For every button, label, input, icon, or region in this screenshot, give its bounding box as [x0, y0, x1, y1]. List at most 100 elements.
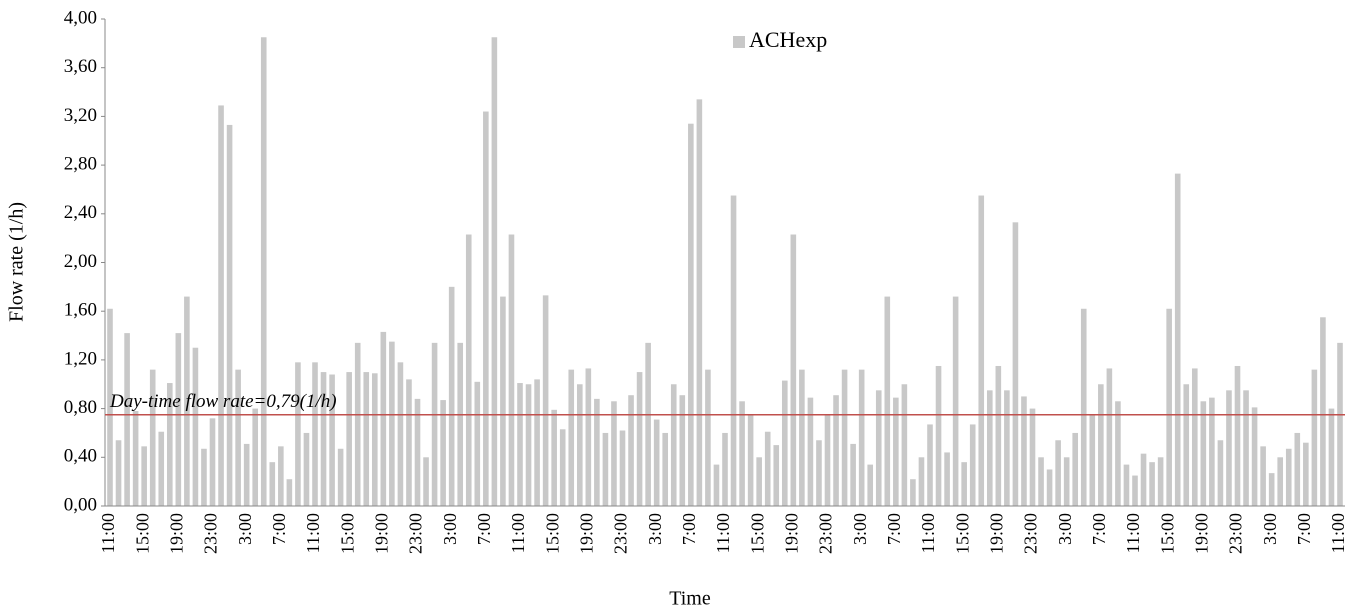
- bar: [500, 296, 506, 506]
- bar: [602, 432, 609, 506]
- legend-label: ACHexp: [749, 27, 827, 52]
- bar: [380, 331, 387, 506]
- bar: [790, 234, 797, 506]
- bar: [978, 195, 985, 506]
- bar: [1132, 475, 1138, 506]
- y-tick-label: 3,20: [64, 105, 97, 126]
- bar: [1098, 384, 1104, 506]
- bar: [901, 384, 908, 506]
- x-tick-label: 15:00: [337, 513, 357, 554]
- bar: [927, 424, 933, 506]
- bar: [858, 369, 865, 506]
- x-tick-label: 3:00: [440, 513, 460, 545]
- bar: [491, 37, 498, 506]
- x-tick-label: 3:00: [1055, 513, 1075, 545]
- bar: [807, 397, 814, 506]
- bar: [568, 369, 575, 506]
- legend-swatch: [733, 36, 745, 48]
- bar: [576, 384, 583, 506]
- bar: [688, 123, 694, 506]
- bar: [337, 448, 344, 506]
- x-tick-label: 7:00: [884, 513, 904, 545]
- bar: [303, 432, 310, 506]
- bar: [1320, 317, 1326, 506]
- bar: [1226, 390, 1232, 506]
- bar: [184, 296, 190, 506]
- bar: [534, 379, 540, 506]
- bar: [619, 430, 626, 506]
- bar: [1234, 365, 1241, 506]
- bar: [483, 111, 489, 506]
- x-tick-label: 19:00: [781, 513, 801, 554]
- x-tick-label: 19:00: [371, 513, 391, 554]
- bar: [1106, 368, 1113, 506]
- bar: [1012, 222, 1019, 506]
- x-tick-label: 11:00: [98, 513, 118, 553]
- bar: [1089, 414, 1096, 506]
- bar: [201, 448, 207, 506]
- bar: [713, 464, 720, 506]
- bar: [884, 296, 891, 506]
- bar: [1021, 396, 1027, 506]
- bar: [209, 418, 216, 506]
- y-tick-label: 1,20: [64, 348, 97, 369]
- reference-label: Day-time flow rate=0,79(1/h): [109, 391, 337, 412]
- bar: [696, 99, 703, 506]
- bar: [508, 234, 515, 506]
- bar: [875, 390, 882, 506]
- bar: [252, 408, 259, 506]
- bar: [1217, 440, 1224, 506]
- bar: [756, 457, 762, 506]
- bar: [457, 342, 464, 506]
- bar: [944, 452, 950, 506]
- x-tick-label: 23:00: [1021, 513, 1041, 554]
- bar: [1029, 408, 1036, 506]
- x-tick-label: 11:00: [303, 513, 323, 553]
- bar: [653, 419, 660, 506]
- bar: [551, 409, 557, 506]
- bar: [1080, 308, 1087, 506]
- x-tick-label: 15:00: [132, 513, 152, 554]
- bar: [1243, 390, 1249, 506]
- bar: [1191, 368, 1198, 506]
- x-axis-title: Time: [669, 588, 711, 610]
- y-tick-label: 0,00: [64, 494, 97, 515]
- x-tick-label: 23:00: [1226, 513, 1246, 554]
- bar: [1328, 408, 1335, 506]
- bar: [414, 398, 421, 506]
- bar: [363, 372, 370, 506]
- bar: [269, 462, 276, 506]
- bar: [218, 105, 224, 506]
- bar: [542, 295, 549, 506]
- bar: [141, 446, 147, 506]
- y-tick-label: 3,60: [64, 56, 97, 77]
- y-tick-label: 2,40: [64, 202, 97, 223]
- bar: [611, 401, 617, 506]
- bar: [175, 333, 182, 506]
- bar: [841, 369, 848, 506]
- bar: [1174, 173, 1181, 506]
- bar: [474, 381, 481, 506]
- bar: [918, 457, 925, 506]
- x-tick-label: 3:00: [645, 513, 665, 545]
- x-tick-label: 23:00: [406, 513, 426, 554]
- x-tick-label: 7:00: [1089, 513, 1109, 545]
- bar: [278, 446, 284, 506]
- bar: [559, 429, 566, 506]
- bar: [1251, 407, 1258, 506]
- x-tick-label: 3:00: [235, 513, 255, 545]
- bar: [397, 362, 404, 506]
- bar: [1209, 397, 1215, 506]
- bar: [448, 286, 455, 506]
- x-tick-label: 19:00: [166, 513, 186, 554]
- x-tick-label: 11:00: [918, 513, 938, 553]
- bar: [465, 234, 472, 506]
- x-tick-label: 23:00: [611, 513, 631, 554]
- bar: [320, 372, 327, 506]
- bar: [295, 362, 301, 506]
- bar: [867, 464, 874, 506]
- bar: [850, 443, 856, 506]
- bar: [1149, 462, 1155, 506]
- bar: [1183, 384, 1190, 506]
